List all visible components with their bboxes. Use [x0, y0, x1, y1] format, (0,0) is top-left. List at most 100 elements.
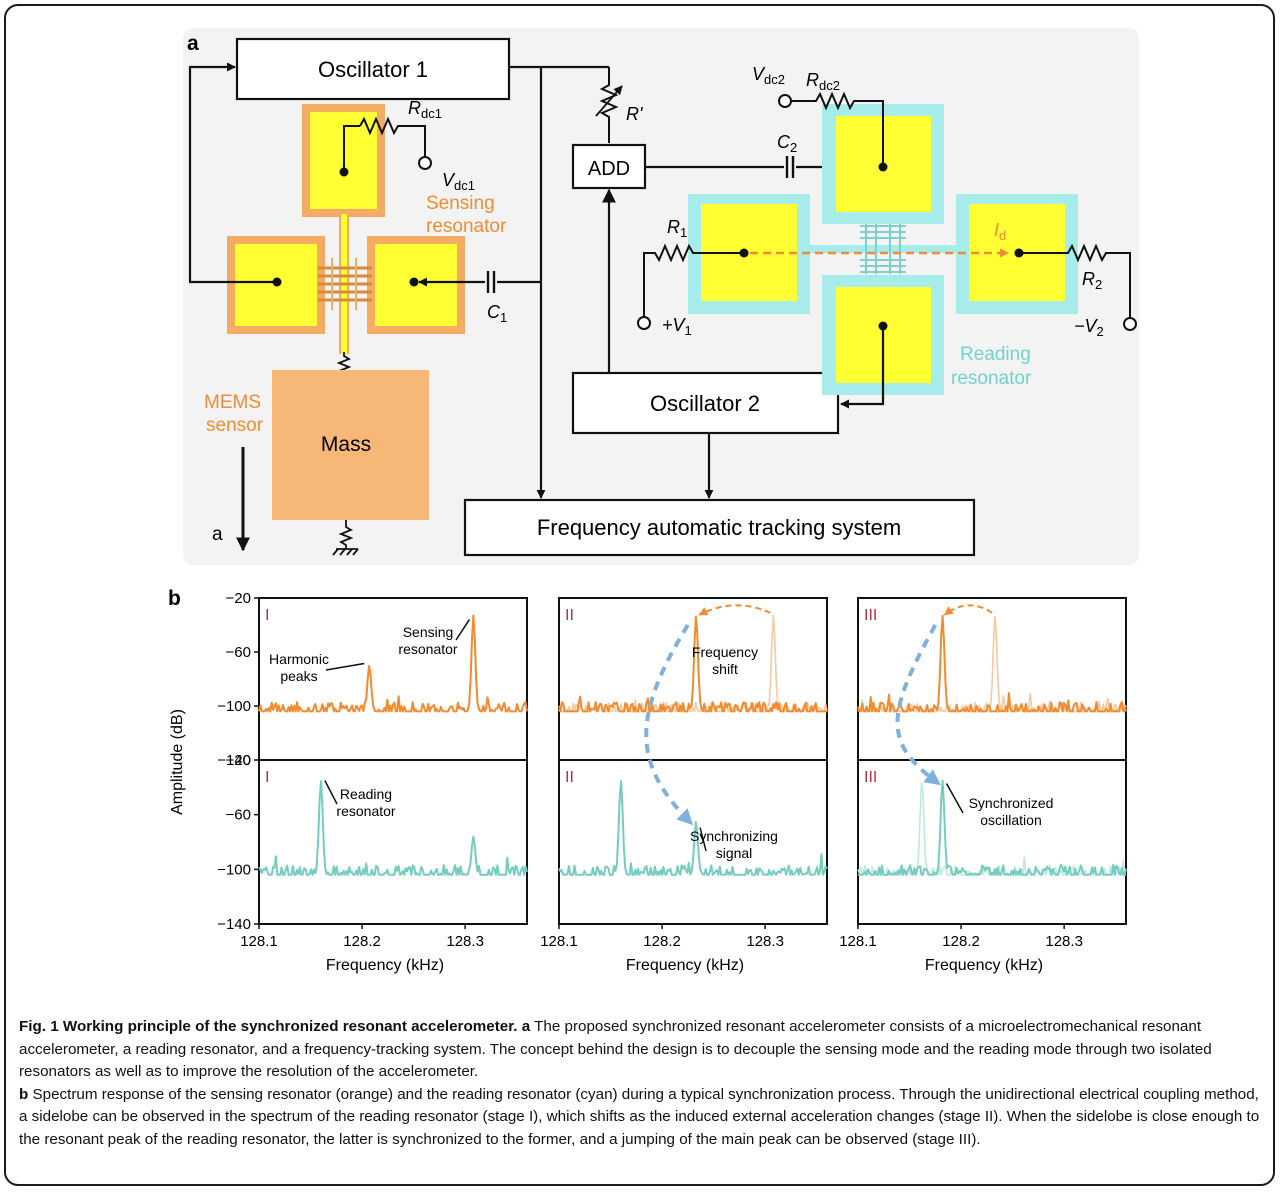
frequency-shift-label-line1: Frequency	[692, 644, 758, 660]
leader-line	[945, 783, 964, 814]
caption-b-text: Spectrum response of the sensing resonat…	[19, 1085, 1260, 1148]
x-tick-label: 128.1	[540, 933, 578, 950]
synchronizing-signal-label-line1: Synchronizing	[690, 828, 778, 844]
stage-label: I	[265, 769, 269, 786]
x-axis-label: Frequency (kHz)	[925, 957, 1043, 974]
synchronizing-signal-label-line2: signal	[716, 845, 753, 861]
rprime-resistor	[599, 67, 619, 143]
tracking-system-label: Frequency automatic tracking system	[537, 515, 901, 540]
y-tick-label: −140	[217, 752, 251, 769]
sensing-resonator-annotation-line2: resonator	[398, 641, 457, 657]
y-tick-label: −60	[226, 807, 251, 824]
stage-label: II	[565, 769, 574, 786]
mass-label: Mass	[321, 433, 371, 456]
v2-terminal	[1123, 317, 1137, 331]
reading-resonator-label-line1: Reading	[960, 344, 1031, 365]
x-axis-label: Frequency (kHz)	[626, 957, 744, 974]
right-electrode-dot	[409, 277, 419, 287]
plot-frame	[857, 597, 1127, 761]
sync-blue-arrow-stage-2	[644, 623, 694, 826]
leader-line	[324, 780, 338, 805]
x-tick-label: 128.2	[643, 933, 681, 950]
feedback-wire-osc1	[188, 62, 277, 284]
v1-label: +V1	[662, 315, 692, 338]
panel-a: a Oscillator 1 ADD Oscillator 2 Frequenc…	[183, 28, 1139, 565]
rdc2-label: Rdc2	[806, 70, 840, 93]
rdc1-wire	[343, 125, 360, 172]
oscillator-2-label: Oscillator 2	[650, 391, 760, 416]
spectrum-line-reading	[858, 779, 1127, 876]
figure: a Oscillator 1 ADD Oscillator 2 Frequenc…	[168, 28, 1139, 974]
frequency-shift-arrow-stage-3	[943, 604, 993, 616]
acceleration-label: a	[212, 524, 223, 545]
frequency-shift-label-line2: shift	[712, 661, 738, 677]
vdc2-terminal	[778, 94, 792, 108]
leader-line	[325, 662, 365, 671]
spectrum-plot-sensing-II: II	[558, 597, 828, 761]
panel-b-letter: b	[168, 587, 181, 610]
ground-icon	[332, 548, 359, 556]
top-reading-electrode-dot	[878, 162, 888, 172]
rdc1-resistor	[359, 116, 426, 157]
figure-caption: Fig. 1 Working principle of the synchron…	[19, 1016, 1269, 1151]
rdc2-resistor	[791, 91, 884, 167]
y-tick-label: −20	[226, 590, 251, 607]
plot-frame	[558, 759, 828, 925]
y-tick-label: −60	[226, 644, 251, 661]
y-tick-label: −100	[217, 698, 251, 715]
leader-line	[699, 827, 707, 852]
spectrum-plot-sensing-I: I −20 −60 −100 −140	[217, 590, 528, 769]
v2-label: −V2	[1074, 316, 1104, 339]
sensing-resonator-label-line1: Sensing	[426, 193, 495, 214]
synchronized-oscillation-label-line2: oscillation	[980, 812, 1041, 828]
rprime-arrow	[595, 85, 623, 117]
sensing-resonator-annotation-line1: Sensing	[403, 624, 454, 640]
caption-a-letter: a	[521, 1018, 531, 1035]
y-tick-label: −20	[226, 752, 251, 769]
spectrum-line-sensing	[558, 615, 827, 713]
x-tick-label: 128.1	[839, 933, 877, 950]
synchronized-oscillation-label-line1: Synchronized	[969, 795, 1054, 811]
reading-resonator-label-line2: resonator	[951, 368, 1032, 389]
x-tick-label: 128.3	[1045, 933, 1083, 950]
mass-block	[272, 370, 429, 520]
figure-frame	[4, 4, 1275, 1186]
x-tick-label: 128.1	[240, 933, 278, 950]
spectrum-line-sensing	[857, 614, 1127, 713]
y-axis-label: Amplitude (dB)	[169, 709, 186, 815]
c2-capacitor	[785, 156, 795, 178]
oscillator-1-label: Oscillator 1	[318, 57, 428, 82]
spectrum-annotations: HarmonicpeaksSensingresonatorReadingreso…	[269, 604, 1054, 861]
id-label: Id	[994, 220, 1006, 243]
mems-sensor-label-line2: sensor	[206, 415, 264, 436]
stage-label: II	[565, 607, 574, 624]
harmonic-peaks-label-line1: Harmonic	[269, 651, 329, 667]
plot-frame	[258, 597, 528, 761]
c2-label: C2	[777, 132, 797, 155]
spectrum-plot-sensing-III: III	[857, 597, 1127, 761]
panel-a-letter: a	[187, 32, 199, 55]
ground-spring	[338, 520, 354, 549]
sensing-electrode-dot	[339, 167, 349, 177]
stage-label: I	[265, 607, 269, 624]
add-label: ADD	[588, 158, 630, 180]
stage-label: III	[864, 769, 877, 786]
r1-resistor	[643, 243, 744, 317]
c1-label: C1	[487, 302, 507, 325]
tracking-system-box	[463, 498, 976, 557]
sync-blue-arrow-stage-3	[895, 624, 941, 786]
r2-label: R2	[1082, 269, 1102, 292]
panel-b: b Amplitude (dB) I −20 −60 −100 −140 I −20 −60 −…	[168, 587, 1127, 974]
oscillator-2-box	[571, 371, 840, 435]
plot-frame	[857, 759, 1127, 925]
spectrum-line-reading	[558, 780, 828, 876]
x-tick-label: 128.2	[942, 933, 980, 950]
r1-label: R1	[667, 217, 687, 240]
x-tick-label: 128.3	[446, 933, 484, 950]
reading-resonator-annotation-line1: Reading	[340, 786, 392, 802]
mems-sensor-label-line1: MEMS	[204, 392, 261, 413]
oscillator-1-box	[235, 37, 511, 101]
